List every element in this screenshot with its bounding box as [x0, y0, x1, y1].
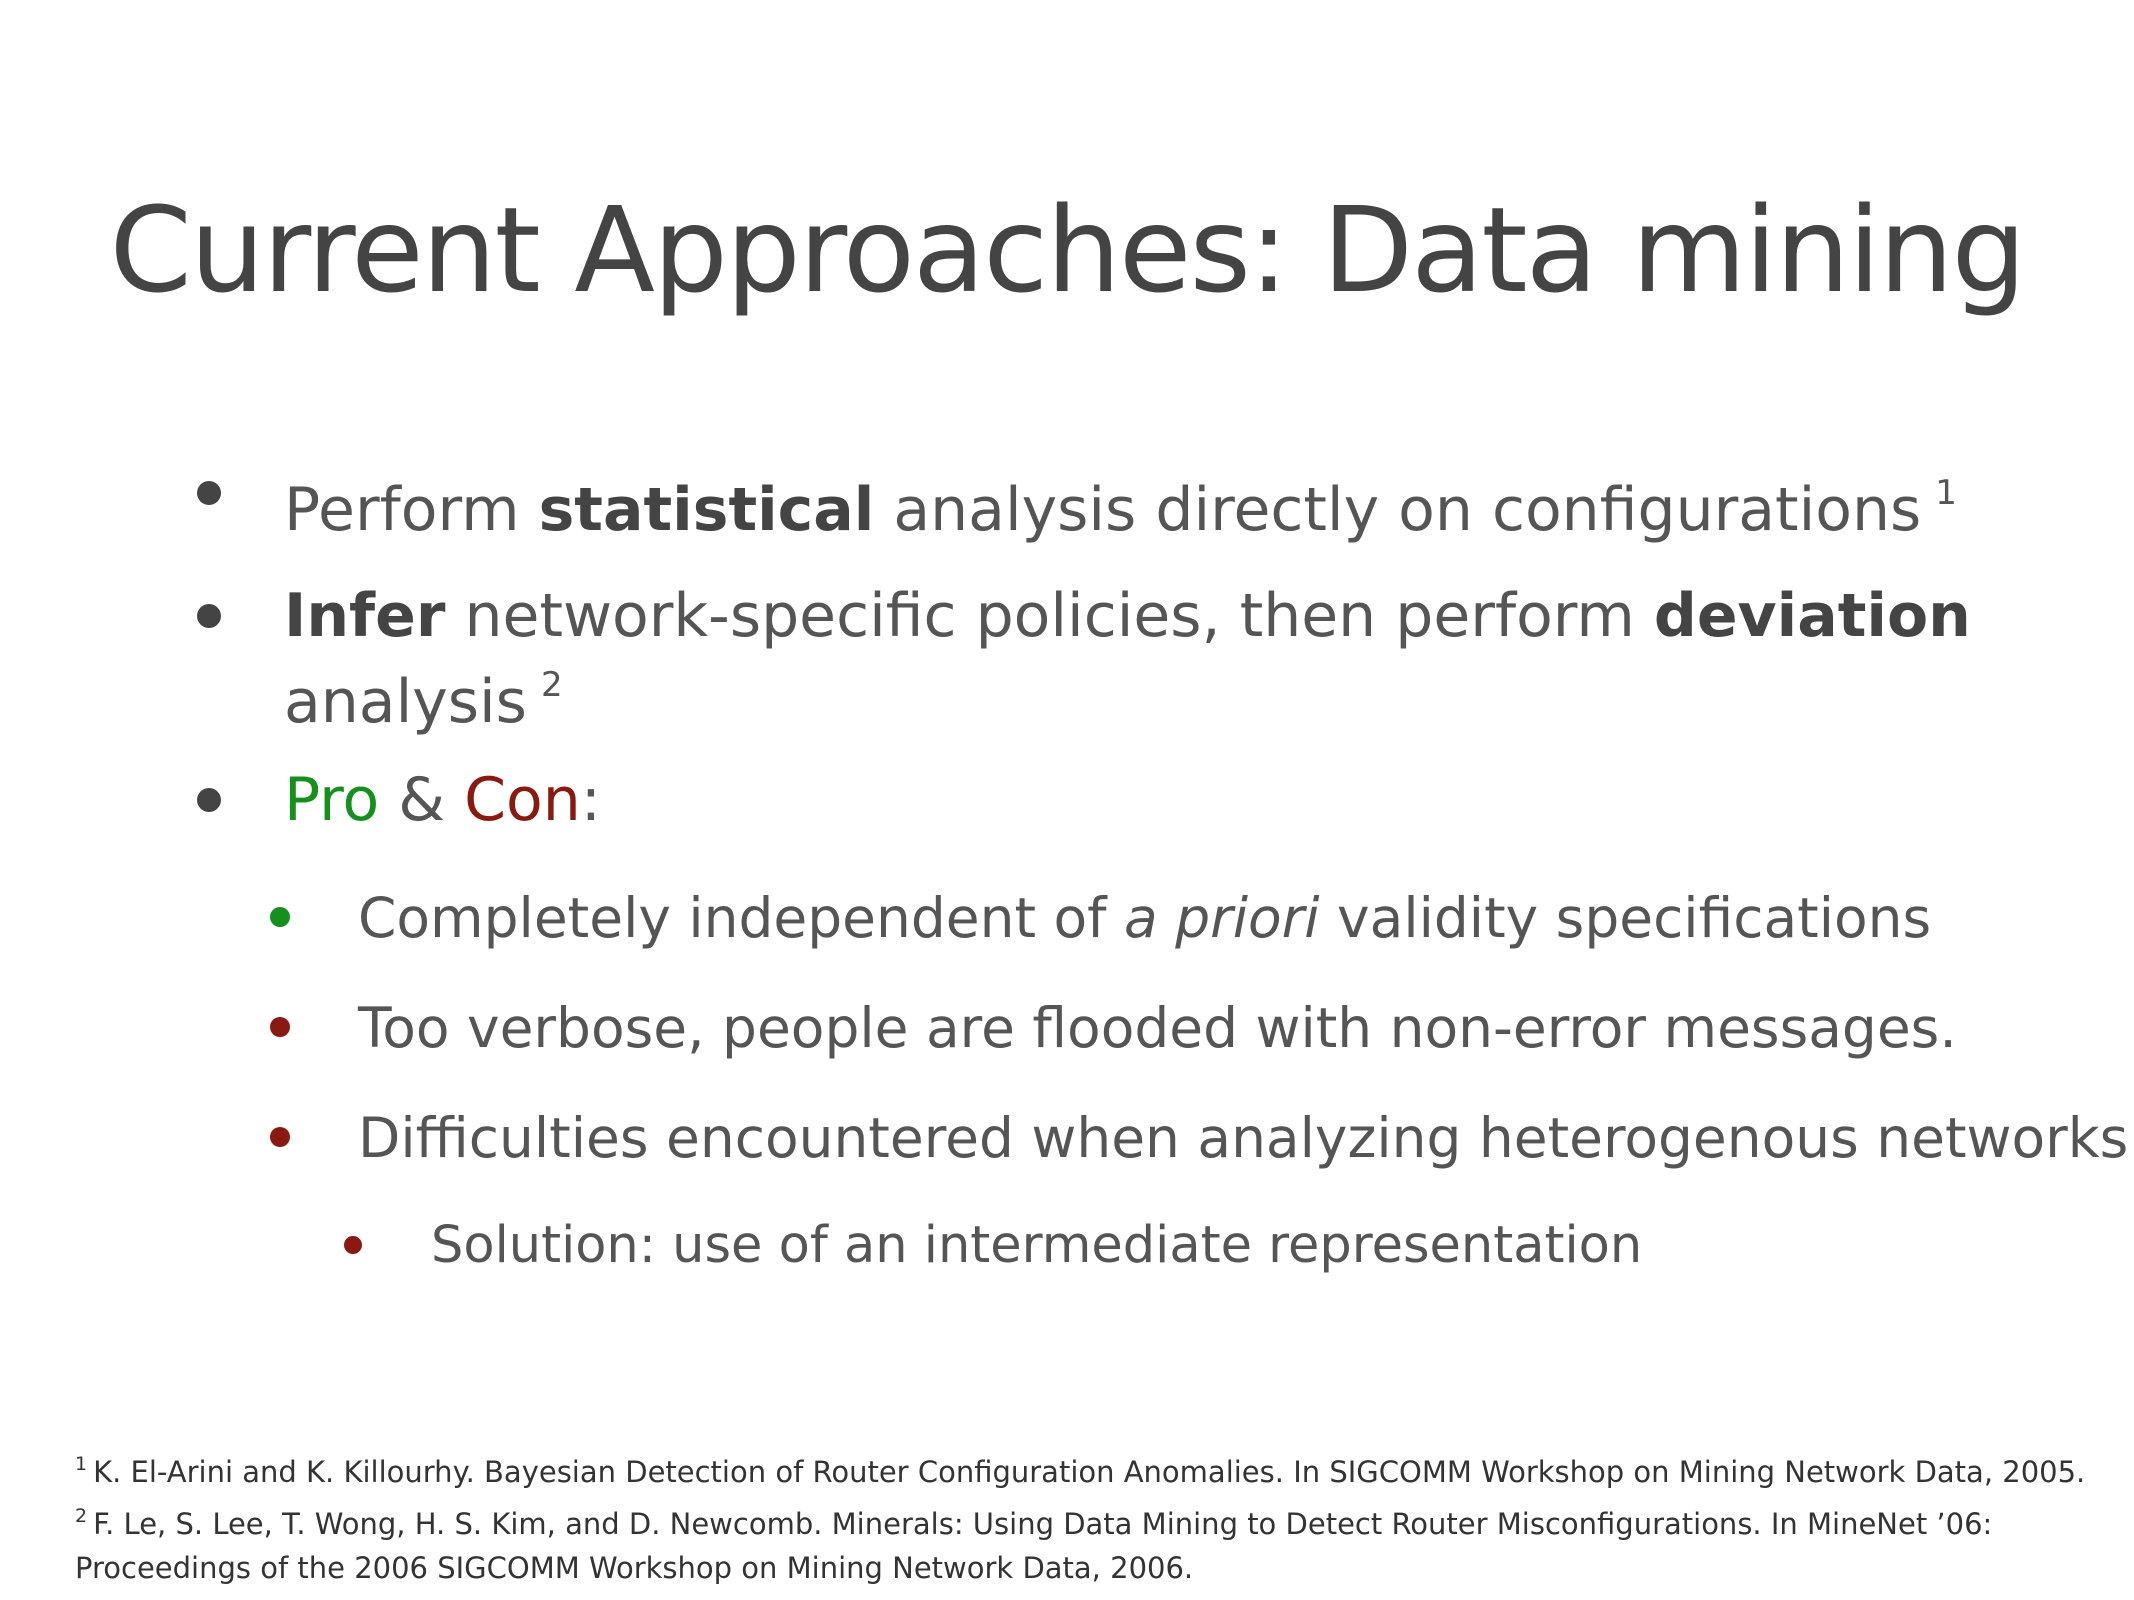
footnote-ref: 1 — [1935, 473, 1957, 513]
pro-label: Pro — [284, 765, 380, 835]
bullet-text: Completely independent of — [358, 886, 1125, 950]
footnote-text: K. El-Arini and K. Killourhy. Bayesian D… — [93, 1455, 2086, 1489]
footnotes: 1 K. El-Arini and K. Killourhy. Bayesian … — [75, 1442, 2115, 1590]
bullet-infer-policies: Infer network-specific policies, then pe… — [284, 583, 1971, 649]
bold-keyword: Infer — [284, 581, 446, 651]
subbullet-heterogenous: Difficulties encountered when analyzing … — [358, 1107, 2128, 1169]
footnote-number: 2 — [75, 1505, 88, 1527]
con-bullet-dot — [270, 1017, 290, 1037]
bullet-dot — [197, 788, 221, 812]
con-bullet-dot — [344, 1236, 362, 1254]
subbullet-independent: Completely independent of a priori valid… — [358, 887, 1931, 949]
bullet-text: validity specifications — [1319, 886, 1932, 950]
subbullet-verbose: Too verbose, people are flooded with non… — [358, 997, 1957, 1059]
bullet-text: Too verbose, people are flooded with non… — [358, 996, 1957, 1060]
footnote-1: 1 K. El-Arini and K. Killourhy. Bayesian … — [75, 1442, 2115, 1494]
con-bullet-dot — [270, 1127, 290, 1147]
bullet-text: Solution: use of an intermediate represe… — [431, 1216, 1643, 1275]
bullet-text: analysis directly on configurations — [874, 475, 1922, 545]
bullet-dot — [197, 604, 221, 628]
bullet-statistical-analysis: Perform statistical analysis directly on… — [284, 460, 1957, 543]
bullet-pro-con: Pro & Con: — [284, 767, 601, 833]
bullet-text: Difficulties encountered when analyzing … — [358, 1106, 2129, 1170]
subsubbullet-solution: Solution: use of an intermediate represe… — [431, 1217, 1642, 1275]
bullet-text: Perform — [284, 475, 539, 545]
pro-bullet-dot — [270, 907, 290, 927]
footnote-number: 1 — [75, 1453, 88, 1475]
bullet-infer-policies-line2: analysis 2 — [284, 652, 563, 735]
ampersand: & — [379, 765, 465, 835]
footnote-text: Proceedings of the 2006 SIGCOMM Workshop… — [75, 1551, 1194, 1585]
bold-keyword: deviation — [1653, 581, 1971, 651]
footnote-text: F. Le, S. Lee, T. Wong, H. S. Kim, and D… — [93, 1507, 1993, 1541]
colon: : — [580, 765, 601, 835]
footnote-ref: 2 — [540, 665, 563, 705]
bullet-text: network-specific policies, then perform — [445, 581, 1654, 651]
bullet-text: analysis — [284, 667, 527, 737]
con-label: Con — [464, 765, 581, 835]
bullet-dot — [197, 481, 221, 505]
slide-title: Current Approaches: Data mining — [109, 181, 2027, 319]
italic-text: a priori — [1124, 886, 1320, 950]
bold-keyword: statistical — [538, 475, 875, 545]
footnote-2-line2: Proceedings of the 2006 SIGCOMM Workshop… — [75, 1546, 2115, 1590]
footnote-2: 2 F. Le, S. Lee, T. Wong, H. S. Kim, and … — [75, 1494, 2115, 1546]
